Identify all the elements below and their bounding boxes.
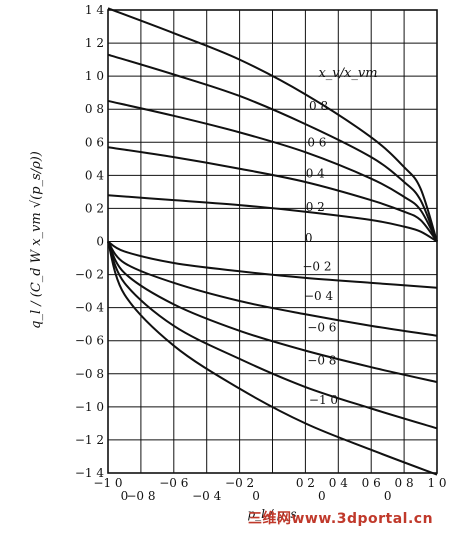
y-tick-label: −1 0	[75, 400, 104, 414]
series-label: 0 2	[306, 200, 325, 214]
series-label: 0 6	[307, 135, 326, 149]
y-tick-label: 0	[96, 235, 104, 249]
series-label: −1 0	[309, 393, 338, 407]
series-label: 0	[305, 231, 313, 245]
series-line	[107, 146, 438, 243]
x-tick-label: 1 0	[427, 476, 446, 490]
y-tick-label: 1 4	[85, 3, 104, 17]
series-label: 0 4	[306, 167, 325, 181]
series-label: −0 2	[302, 259, 331, 273]
x-tick-label: −0 4	[192, 489, 222, 503]
series-line	[107, 241, 438, 476]
series-label: −0 8	[307, 354, 336, 368]
x-tick-label: 0	[121, 489, 129, 503]
x-tick-label: 0	[384, 489, 392, 503]
x-axis-label: p_l / p_s	[247, 507, 296, 521]
x-tick-label: 0 8	[395, 476, 414, 490]
y-tick-label: 1 0	[85, 69, 104, 83]
series-line	[107, 240, 438, 289]
y-tick-label: 0 4	[85, 168, 104, 182]
watermark: 三维网www.3dportal.cn	[248, 511, 434, 527]
series-line	[107, 194, 438, 243]
y-tick-label: 0 8	[85, 102, 104, 116]
x-tick-label: 0 2	[296, 476, 315, 490]
y-tick-label: −0 4	[75, 301, 105, 315]
y-tick-label: 0 2	[85, 201, 104, 215]
series-label: 0 8	[309, 99, 328, 113]
grid	[107, 9, 438, 474]
y-tick-label: −1 2	[75, 433, 104, 447]
labels: 1 41 21 00 80 60 40 20−0 2−0 4−0 6−0 8−1…	[29, 3, 447, 521]
series-line	[107, 53, 438, 242]
x-tick-label: −0 2	[225, 476, 254, 490]
y-tick-label: 1 2	[85, 36, 104, 50]
x-tick-label: 0 6	[362, 476, 381, 490]
x-tick-label: 0	[318, 489, 326, 503]
y-tick-label: −0 8	[75, 367, 104, 381]
series-label: −0 6	[307, 320, 336, 334]
y-tick-label: −1 4	[75, 466, 105, 480]
y-tick-label: −0 6	[75, 334, 104, 348]
x-tick-label: −0 8	[126, 489, 155, 503]
series-label: −0 4	[304, 289, 334, 303]
plot-frame	[107, 9, 438, 474]
series-line	[107, 241, 438, 430]
series-line	[107, 240, 438, 337]
legend-title: x_v/x_vm	[318, 66, 377, 81]
x-tick-label: −0 6	[159, 476, 188, 490]
y-tick-label: 0 6	[85, 135, 104, 149]
x-tick-label: −1 0	[93, 476, 122, 490]
y-axis-label: q_l / (C_d W x_vm √(p_s/ρ))	[29, 151, 44, 329]
x-tick-label: 0	[252, 489, 260, 503]
series-line	[107, 7, 438, 242]
y-tick-label: −0 2	[75, 268, 104, 282]
series-line	[107, 99, 438, 242]
x-tick-label: 0 4	[329, 476, 348, 490]
series-line	[107, 241, 438, 384]
curves	[107, 7, 438, 476]
